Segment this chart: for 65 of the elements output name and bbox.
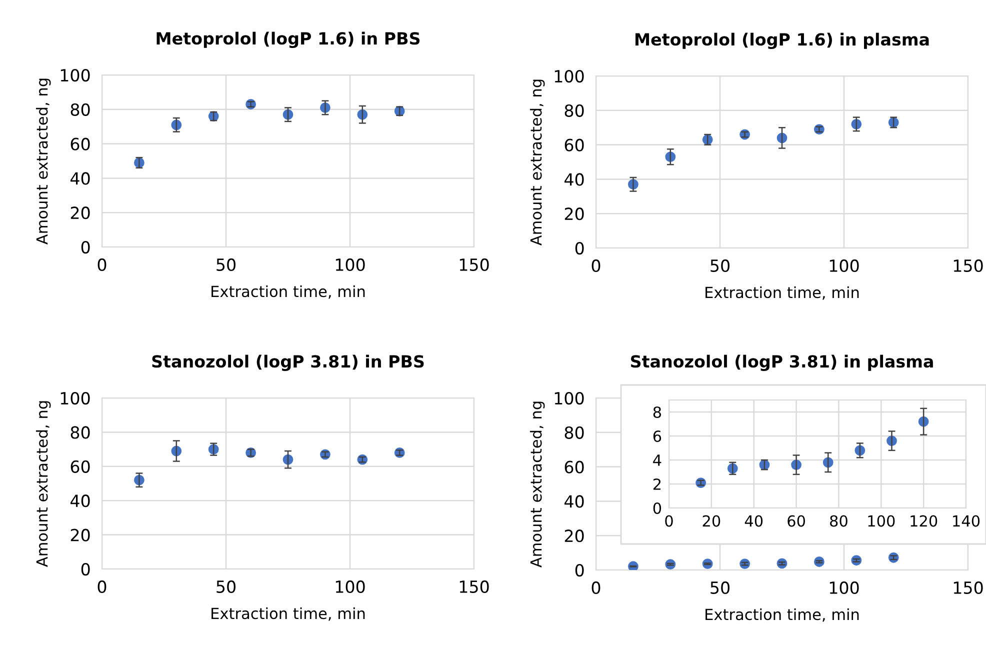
y-tick-label: 60: [564, 138, 584, 152]
y-tick-label: 80: [70, 426, 90, 439]
x-tick-label: 150: [460, 258, 489, 272]
x-axis-title: Extraction time, min: [706, 286, 859, 300]
x-tick-label: 100: [830, 581, 859, 594]
x-tick-label: 60: [788, 515, 805, 527]
y-axis-title: Amount extracted, ng: [530, 80, 545, 246]
y-tick-label: 0: [575, 242, 584, 255]
y-axis-title: Amount extracted, ng: [36, 401, 51, 568]
chart-title: Metoprolol (logP 1.6) in PBS: [156, 32, 420, 48]
y-tick-label: 100: [554, 70, 584, 83]
x-tick-label: 0: [98, 258, 106, 272]
y-tick-label: 20: [70, 528, 90, 542]
x-tick-label: 100: [830, 259, 859, 272]
chart-title: Metoprolol (logP 1.6) in plasma: [636, 32, 929, 50]
y-tick-label: 8: [653, 406, 662, 418]
y-tick-label: 20: [564, 208, 584, 220]
y-tick-label: 80: [564, 426, 584, 439]
y-tick-label: 80: [70, 103, 90, 116]
y-axis-title: Amount extracted, ng: [530, 402, 545, 568]
x-axis-title: Extraction time, min: [212, 285, 365, 299]
x-axis-title: Extraction time, min: [706, 608, 859, 622]
x-tick-label: 0: [665, 515, 673, 527]
chart-title: Stanozolol (logP 3.81) in plasma: [630, 354, 933, 372]
x-tick-label: 50: [710, 581, 730, 594]
y-tick-label: 4: [653, 454, 662, 466]
x-tick-label: 150: [460, 580, 489, 594]
x-tick-label: 80: [830, 515, 848, 527]
y-tick-label: 2: [653, 478, 661, 490]
y-tick-label: 0: [81, 562, 90, 576]
x-tick-label: 140: [953, 515, 980, 527]
x-tick-label: 100: [868, 515, 895, 527]
y-tick-label: 40: [70, 494, 90, 508]
x-tick-label: 0: [592, 581, 600, 594]
y-tick-label: 100: [60, 68, 90, 82]
x-axis-title: Extraction time, min: [212, 607, 365, 621]
y-axis-title: Amount extracted, ng: [36, 78, 51, 245]
y-tick-label: 40: [564, 495, 584, 508]
y-tick-label: 80: [564, 104, 584, 117]
y-tick-label: 20: [564, 530, 584, 542]
x-tick-label: 50: [216, 580, 236, 594]
x-tick-label: 100: [336, 580, 365, 594]
y-tick-label: 6: [653, 430, 662, 442]
y-tick-label: 0: [575, 564, 584, 577]
x-tick-label: 150: [954, 259, 983, 272]
y-tick-label: 40: [564, 173, 584, 186]
y-tick-label: 0: [653, 502, 662, 514]
x-tick-label: 50: [216, 258, 236, 272]
x-tick-label: 150: [954, 581, 983, 594]
x-tick-label: 20: [702, 515, 720, 527]
x-tick-label: 0: [592, 259, 600, 272]
x-tick-label: 120: [910, 515, 938, 527]
chart-title: Stanozolol (logP 3.81) in PBS: [152, 354, 424, 372]
y-tick-label: 40: [70, 172, 90, 185]
y-tick-label: 60: [70, 460, 90, 473]
y-tick-label: 100: [60, 392, 90, 405]
y-tick-label: 60: [564, 460, 584, 474]
y-tick-label: 100: [554, 392, 584, 405]
y-tick-label: 60: [70, 138, 90, 150]
x-tick-label: 0: [98, 580, 106, 594]
x-tick-label: 40: [744, 515, 763, 527]
x-tick-label: 50: [710, 259, 730, 272]
y-tick-label: 0: [81, 240, 90, 254]
y-tick-label: 20: [70, 206, 90, 220]
x-tick-label: 100: [336, 258, 365, 272]
